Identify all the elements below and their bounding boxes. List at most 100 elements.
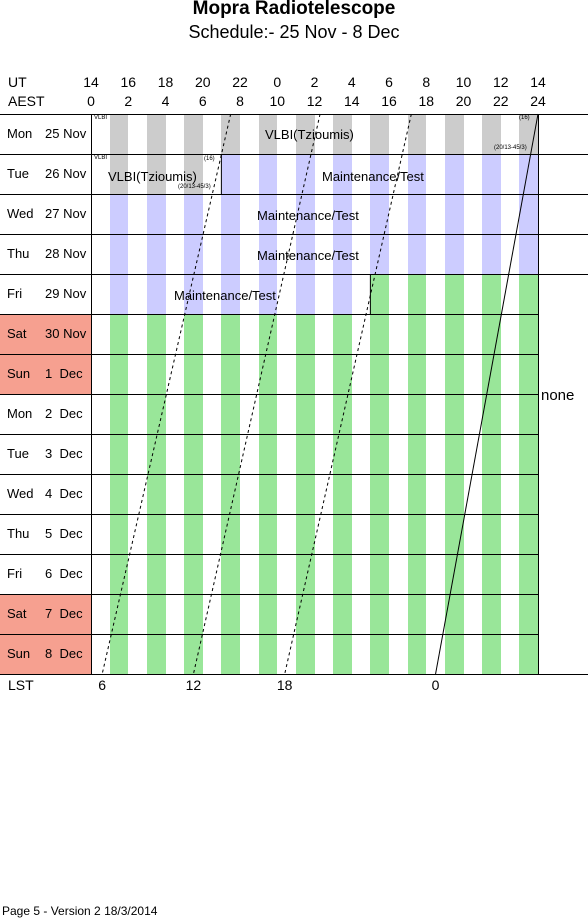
schedule-stripe (221, 474, 240, 514)
lst-tick: 18 (276, 677, 293, 693)
schedule-stripe (519, 634, 538, 674)
vlbi-small-tag-mon: VLBI (94, 115, 108, 121)
weekend-highlight (0, 594, 91, 634)
schedule-stripe (146, 314, 166, 354)
ut-tick: 18 (157, 74, 174, 90)
schedule-stripe (482, 274, 501, 314)
schedule-stripe (333, 274, 352, 314)
day-label: Tue 26 Nov (0, 166, 90, 181)
day-label: Sat 30 Nov (0, 326, 90, 341)
schedule-stripe (482, 234, 501, 274)
schedule-stripe (407, 194, 427, 234)
schedule-stripe (258, 354, 278, 394)
schedule-stripe (109, 594, 129, 634)
schedule-stripe (146, 594, 166, 634)
ut-tick: 0 (273, 74, 282, 90)
schedule-stripe (295, 234, 315, 274)
ut-tick: 16 (120, 74, 137, 90)
schedule-stripe (370, 634, 389, 674)
day-label: Mon 2 Dec (0, 406, 90, 421)
schedule-stripe (221, 234, 240, 274)
schedule-stripe (258, 314, 278, 354)
ut-tick: 20 (194, 74, 211, 90)
day-of-week: Wed (7, 206, 34, 221)
schedule-stripe (258, 474, 278, 514)
schedule-stripe (444, 234, 464, 274)
schedule-stripe (407, 474, 427, 514)
aest-tick: 8 (236, 93, 244, 109)
schedule-stripe (109, 194, 129, 234)
day-of-week: Thu (7, 526, 30, 541)
schedule-stripe (333, 594, 352, 634)
schedule-stripe (184, 474, 203, 514)
schedule-stripe (295, 114, 315, 154)
schedule-stripe (184, 594, 203, 634)
schedule-stripe (146, 194, 166, 234)
schedule-stripe (519, 474, 538, 514)
schedule-stripe (482, 594, 501, 634)
day-label: Thu 5 Dec (0, 526, 90, 541)
ut-tick: 4 (347, 74, 356, 90)
schedule-stripe (184, 234, 203, 274)
schedule-stripe (444, 634, 464, 674)
schedule-stripe (444, 194, 464, 234)
schedule-stripe (146, 434, 166, 474)
day-of-week: Fri (7, 286, 23, 301)
aest-tick: 16 (381, 93, 397, 109)
schedule-stripe (184, 154, 203, 194)
day-date: 1 Dec (45, 366, 83, 381)
schedule-stripe (333, 154, 352, 194)
maint-block-label-tue: Maintenance/Test (322, 169, 424, 184)
schedule-stripe (221, 594, 240, 634)
day-label: Fri 6 Dec (0, 566, 90, 581)
ut-tick: 22 (232, 74, 248, 90)
ut-tick: 14 (83, 74, 99, 90)
schedule-stripe (370, 354, 389, 394)
day-label: Thu 28 Nov (0, 246, 90, 261)
code-16-tue: (16) (204, 156, 215, 162)
schedule-stripe (482, 194, 501, 234)
day-date: 8 Dec (45, 646, 83, 661)
schedule-stripe (370, 234, 389, 274)
lst-axis-label: LST (8, 677, 34, 693)
schedule-stripe (184, 514, 203, 554)
schedule-stripe (333, 114, 352, 154)
day-label: Tue 3 Dec (0, 446, 90, 461)
schedule-stripe (370, 194, 389, 234)
schedule-stripe (519, 154, 538, 194)
schedule-stripe (184, 634, 203, 674)
day-date: 28 Nov (45, 246, 87, 261)
schedule-stripe (295, 514, 315, 554)
schedule-stripe (370, 394, 389, 434)
schedule-stripe (407, 354, 427, 394)
aest-tick: 14 (343, 93, 360, 109)
day-of-week: Tue (7, 166, 29, 181)
schedule-stripe (370, 114, 389, 154)
schedule-stripe (221, 634, 240, 674)
schedule-stripe (146, 474, 166, 514)
schedule-stripe (295, 554, 315, 594)
schedule-stripe (221, 194, 240, 234)
schedule-stripe (407, 314, 427, 354)
day-date: 29 Nov (45, 286, 87, 301)
schedule-stripe (482, 114, 501, 154)
schedule-stripe (258, 514, 278, 554)
schedule-stripe (109, 314, 129, 354)
schedule-stripe (184, 554, 203, 594)
schedule-stripe (444, 114, 464, 154)
schedule-stripe (444, 314, 464, 354)
schedule-stripe (221, 554, 240, 594)
schedule-stripe (519, 514, 538, 554)
schedule-stripe (221, 434, 240, 474)
schedule-stripe (333, 394, 352, 434)
schedule-stripe (109, 634, 129, 674)
schedule-stripe (519, 554, 538, 594)
schedule-stripe (519, 354, 538, 394)
day-of-week: Thu (7, 246, 30, 261)
schedule-stripe (370, 154, 389, 194)
schedule-stripe (333, 434, 352, 474)
schedule-stripe (519, 194, 538, 234)
schedule-stripe (146, 274, 166, 314)
schedule-stripe (482, 434, 501, 474)
schedule-stripe (444, 474, 464, 514)
